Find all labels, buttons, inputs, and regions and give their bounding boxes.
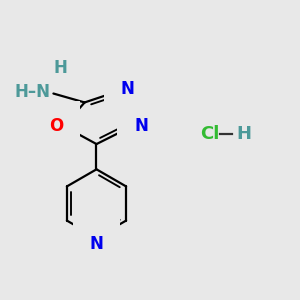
Text: O: O	[49, 117, 64, 135]
Text: N: N	[121, 80, 135, 98]
Text: H: H	[236, 125, 251, 143]
Text: H–N: H–N	[14, 83, 50, 101]
Text: N: N	[90, 235, 104, 253]
Text: H: H	[54, 59, 68, 77]
Text: Cl: Cl	[200, 125, 219, 143]
Text: N: N	[134, 117, 148, 135]
